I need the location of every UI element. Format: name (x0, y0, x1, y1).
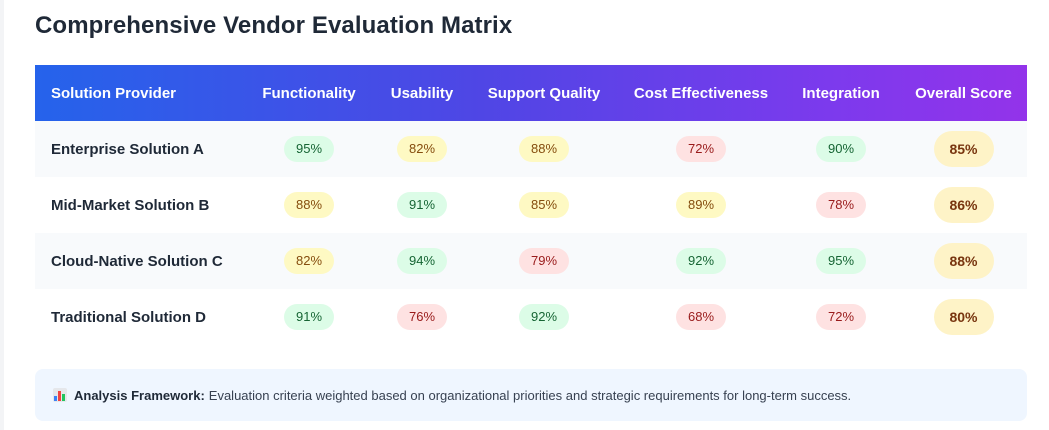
note-text: Evaluation criteria weighted based on or… (208, 387, 852, 403)
table-row: Traditional Solution D 91% 76% 92% 68% 7… (35, 289, 1027, 345)
score-pill: 95% (284, 136, 334, 162)
overall-score-badge: 85% (933, 131, 994, 167)
overall-score-badge: 80% (933, 299, 994, 335)
header-support-quality: Support Quality (487, 84, 601, 102)
header-functionality: Functionality (262, 84, 356, 102)
table-row: Enterprise Solution A 95% 82% 88% 72% 90… (35, 121, 1027, 177)
score-pill: 95% (816, 248, 866, 274)
provider-name: Enterprise Solution A (51, 140, 204, 158)
score-pill: 91% (397, 192, 447, 218)
score-pill: 82% (397, 136, 447, 162)
score-pill: 91% (284, 304, 334, 330)
header-integration: Integration (802, 84, 880, 102)
score-pill: 72% (816, 304, 866, 330)
page-title: Comprehensive Vendor Evaluation Matrix (35, 12, 513, 39)
score-pill: 72% (676, 136, 726, 162)
provider-name: Traditional Solution D (51, 308, 206, 326)
header-solution-provider: Solution Provider (51, 84, 177, 102)
provider-name: Cloud-Native Solution C (51, 252, 223, 270)
overall-score-badge: 86% (933, 187, 994, 223)
score-pill: 94% (397, 248, 447, 274)
header-usability: Usability (390, 84, 454, 102)
table-header-row: Solution Provider Functionality Usabilit… (35, 65, 1027, 121)
analysis-framework-note: Analysis Framework: Evaluation criteria … (35, 369, 1027, 421)
score-pill: 89% (676, 192, 726, 218)
evaluation-card: Comprehensive Vendor Evaluation Matrix S… (4, 0, 1049, 430)
note-label: Analysis Framework: (74, 387, 205, 403)
score-pill: 90% (816, 136, 866, 162)
header-cost-effectiveness: Cost Effectiveness (633, 84, 769, 102)
score-pill: 92% (519, 304, 569, 330)
score-pill: 88% (519, 136, 569, 162)
score-pill: 68% (676, 304, 726, 330)
score-pill: 82% (284, 248, 334, 274)
overall-score-badge: 88% (933, 243, 994, 279)
score-pill: 78% (816, 192, 866, 218)
provider-name: Mid-Market Solution B (51, 196, 210, 214)
score-pill: 85% (519, 192, 569, 218)
header-overall-score: Overall Score (915, 84, 1012, 102)
score-pill: 88% (284, 192, 334, 218)
table-row: Cloud-Native Solution C 82% 94% 79% 92% … (35, 233, 1027, 289)
table-row: Mid-Market Solution B 88% 91% 85% 89% 78… (35, 177, 1027, 233)
score-pill: 92% (676, 248, 726, 274)
vendor-matrix-table: Solution Provider Functionality Usabilit… (35, 65, 1027, 345)
score-pill: 79% (519, 248, 569, 274)
bar-chart-icon (53, 388, 67, 402)
score-pill: 76% (397, 304, 447, 330)
